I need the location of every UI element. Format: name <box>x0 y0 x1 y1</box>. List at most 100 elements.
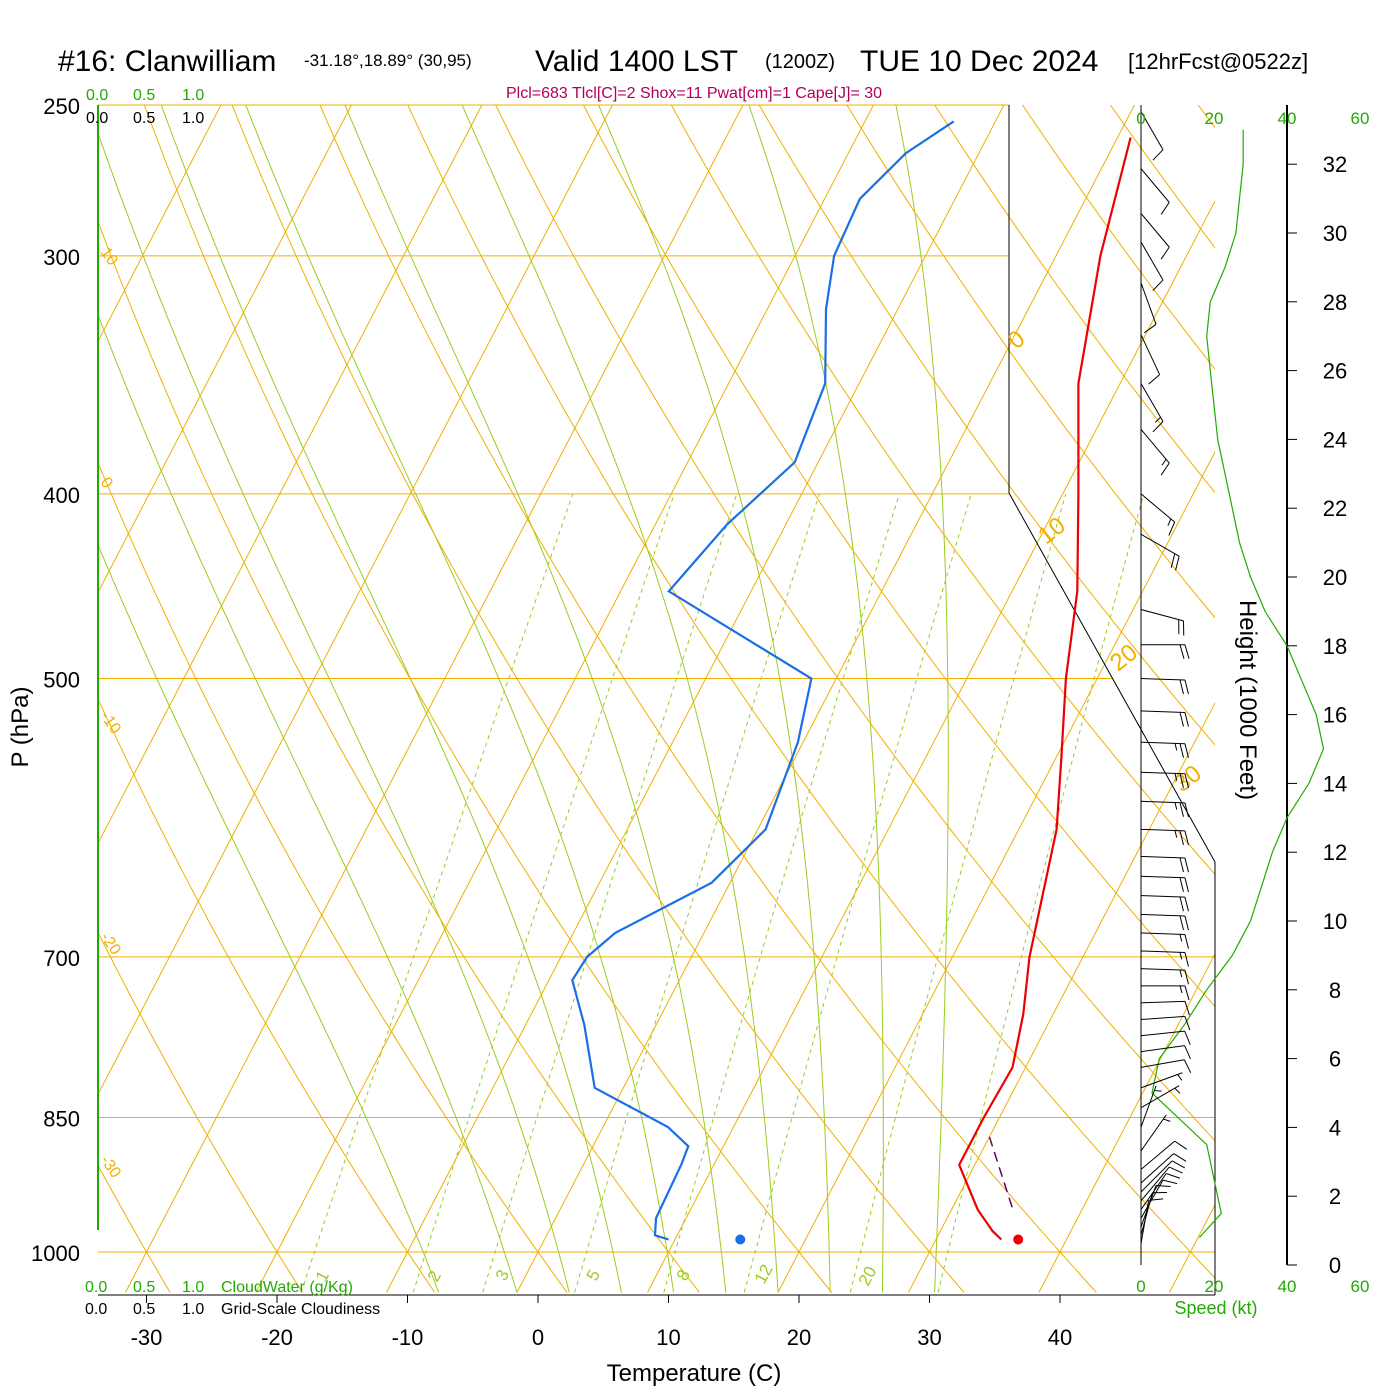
temperature-line <box>957 137 1132 1241</box>
pressure-tick-label: 1000 <box>31 1241 80 1266</box>
wind-barb-half-flag <box>1174 802 1178 810</box>
pressure-tick-label: 700 <box>43 946 80 971</box>
wind-barb-shaft <box>1140 282 1157 325</box>
speed-tick-top: 0 <box>1136 109 1145 128</box>
wind-barb <box>1140 1179 1178 1219</box>
moist-adiabats <box>98 105 949 1293</box>
wind-barb-flag <box>1174 1140 1188 1150</box>
wind-barb-shaft <box>1140 913 1185 917</box>
mixing-ratio-label: 2 <box>424 1268 445 1285</box>
wind-barb-half-flag <box>1161 458 1167 466</box>
speed-tick-top: 60 <box>1351 109 1370 128</box>
wind-barb-half-flag <box>1174 1087 1181 1094</box>
height-tick-label: 4 <box>1329 1115 1341 1140</box>
cloudiness-label: Grid-Scale Cloudiness <box>221 1301 380 1318</box>
wind-barb-half-flag <box>1155 416 1161 423</box>
wind-barb-half-flag <box>1154 1090 1162 1092</box>
wind-barb <box>1140 855 1189 873</box>
isotherm-label: -10 <box>97 709 124 738</box>
dry-adiabat-line <box>98 1164 171 1293</box>
wind-barb-shaft <box>1140 678 1185 681</box>
surface-temperature-marker <box>1013 1234 1024 1245</box>
cloudwater-tick-1: 0.5 <box>133 1279 155 1296</box>
wind-barb-half-flag <box>1174 743 1178 751</box>
speed-axis-top: 0 20 40 60 <box>1136 109 1369 128</box>
wind-barb <box>1140 1030 1191 1045</box>
wind-barb-flag <box>1152 149 1164 161</box>
wind-barb-half-flag <box>1163 1118 1171 1122</box>
wind-barb-shaft <box>1140 1160 1173 1193</box>
wind-barb-flag <box>1179 830 1184 845</box>
wind-barb <box>1140 1059 1192 1074</box>
wind-barb-flag <box>1162 1179 1178 1185</box>
wind-barb-flag <box>1152 421 1164 433</box>
wind-barb-shaft <box>1140 334 1161 375</box>
x-tick-label: -10 <box>392 1325 424 1350</box>
wind-barbs <box>1140 111 1192 1244</box>
isotherm-line <box>255 105 875 1293</box>
height-tick-label: 12 <box>1323 840 1347 865</box>
wind-barb-flag <box>1160 246 1170 260</box>
wind-barb <box>1140 1045 1191 1060</box>
scale-black-0: 0.0 <box>86 110 108 127</box>
wind-barb <box>1140 533 1180 571</box>
wind-barb-flag <box>1148 374 1160 385</box>
wind-barb-flag <box>1184 1016 1191 1031</box>
wind-barb-shaft <box>1140 1179 1164 1219</box>
wind-barb-shaft <box>1140 875 1185 879</box>
mixing-ratio-lines <box>300 493 1145 1293</box>
x-tick-label: 0 <box>532 1325 544 1350</box>
wind-barb-half-flag <box>1179 985 1183 994</box>
wind-barb <box>1140 429 1170 476</box>
title-valid: Valid 1400 LST <box>535 45 738 78</box>
title-station: #16: Clanwilliam <box>58 45 276 78</box>
wind-barb-shaft <box>1140 1030 1185 1037</box>
mixing-ratio-line <box>300 493 574 1293</box>
wind-barb-shaft <box>1140 1059 1185 1068</box>
dry-adiabat-line <box>98 931 303 1293</box>
height-tick-label: 2 <box>1329 1184 1341 1209</box>
wind-barb-flag <box>1184 857 1189 873</box>
wind-barb-flag <box>1179 679 1184 695</box>
wind-barb <box>1140 1114 1171 1152</box>
wind-barb-half-flag <box>1179 969 1183 978</box>
wind-barb-shaft <box>1140 1140 1176 1170</box>
wind-barb-shaft <box>1140 1166 1170 1202</box>
wind-barb-flag <box>1179 896 1184 912</box>
isotherm-line <box>516 105 1136 1293</box>
wind-barb <box>1141 644 1190 659</box>
mixing-ratio-line <box>849 493 1067 1293</box>
dry-adiabat-line <box>495 105 1215 1142</box>
wind-barb <box>1140 1140 1188 1170</box>
isotherm-label: 10 <box>97 245 121 269</box>
wind-barb-flag <box>1184 743 1189 758</box>
wind-barb-flag <box>1179 712 1184 727</box>
pressure-tick-label: 400 <box>43 483 80 508</box>
wind-barb <box>1140 741 1189 758</box>
wind-barb <box>1140 895 1189 912</box>
wind-barb <box>1140 950 1189 967</box>
wind-barb-flag <box>1184 1001 1190 1016</box>
wind-barb <box>1140 111 1164 161</box>
wind-barb-shaft <box>1140 383 1164 422</box>
wind-barb-flag <box>1160 462 1170 476</box>
wind-barb <box>1140 1166 1183 1202</box>
wind-barb-flag <box>1184 802 1189 818</box>
wind-barb-flag <box>1179 915 1184 931</box>
wind-barb <box>1140 828 1189 846</box>
mixing-ratio-label: 5 <box>583 1267 604 1284</box>
wind-barb-flag <box>1184 773 1189 789</box>
wind-barb-flag <box>1179 644 1185 659</box>
speed-tick-top: 20 <box>1205 109 1224 128</box>
isotherm-line <box>386 105 1005 1293</box>
wind-barb <box>1140 1153 1187 1184</box>
mixing-ratio-line <box>412 493 675 1293</box>
plot-frame <box>97 104 1288 1295</box>
wind-barb <box>1140 771 1189 789</box>
wind-barb-shaft <box>1140 1085 1157 1128</box>
wind-barb-shaft <box>1140 932 1185 935</box>
wind-barb-shaft <box>1140 771 1185 775</box>
wind-barb-shaft <box>1140 855 1185 859</box>
mixing-ratio-line <box>937 493 1145 1293</box>
